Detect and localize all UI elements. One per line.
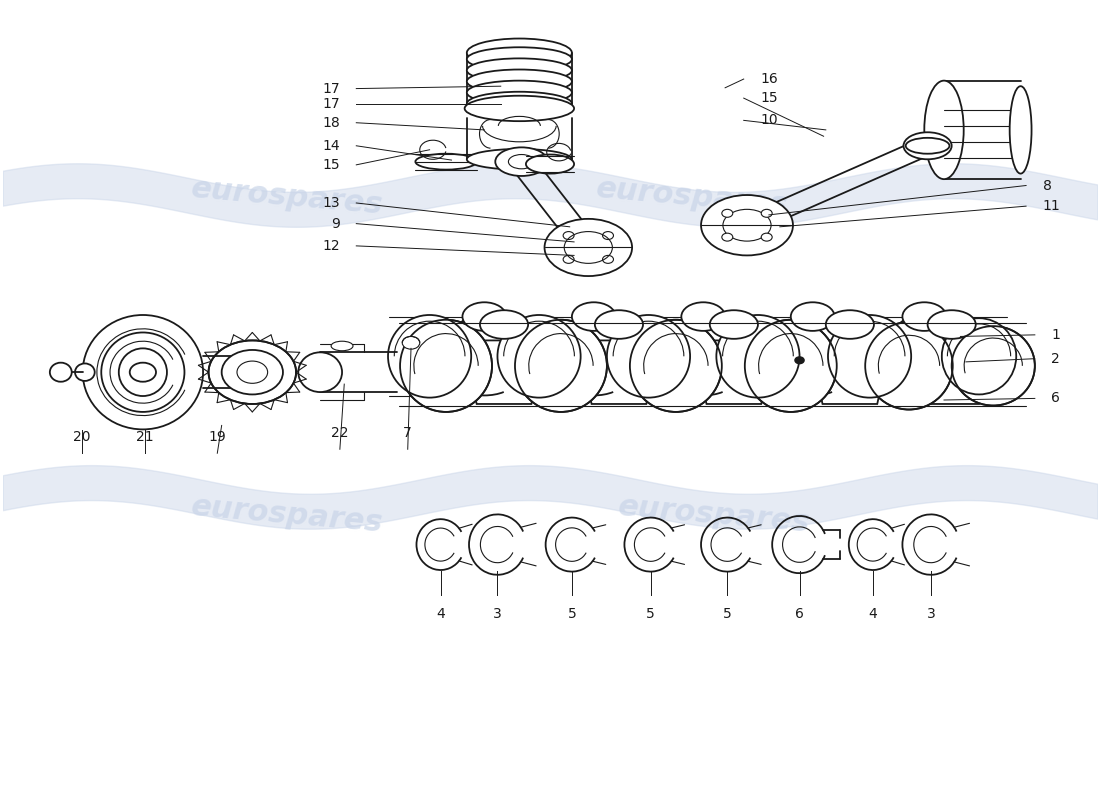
Ellipse shape: [722, 233, 733, 241]
Text: 2: 2: [1052, 352, 1060, 366]
Circle shape: [795, 357, 804, 363]
Circle shape: [130, 362, 156, 382]
Text: 3: 3: [493, 606, 502, 621]
Ellipse shape: [466, 58, 572, 82]
Ellipse shape: [75, 363, 95, 381]
Text: 4: 4: [437, 606, 444, 621]
Text: 6: 6: [795, 606, 804, 621]
Text: 17: 17: [322, 82, 340, 95]
Ellipse shape: [388, 315, 471, 398]
Ellipse shape: [50, 362, 72, 382]
Ellipse shape: [563, 255, 574, 263]
Ellipse shape: [681, 302, 725, 331]
Ellipse shape: [495, 147, 548, 176]
Text: 22: 22: [331, 426, 349, 440]
Text: 8: 8: [1043, 178, 1052, 193]
Text: 4: 4: [869, 606, 877, 621]
Ellipse shape: [466, 47, 572, 71]
Ellipse shape: [515, 320, 607, 412]
Ellipse shape: [903, 132, 952, 159]
Text: 6: 6: [1052, 391, 1060, 406]
Ellipse shape: [595, 310, 644, 339]
Ellipse shape: [466, 38, 572, 67]
Ellipse shape: [1010, 86, 1032, 174]
Text: 15: 15: [760, 91, 778, 105]
Ellipse shape: [952, 326, 1035, 406]
Ellipse shape: [607, 315, 690, 398]
Text: 13: 13: [322, 196, 340, 210]
Ellipse shape: [924, 81, 964, 179]
Ellipse shape: [466, 70, 572, 94]
Ellipse shape: [927, 310, 976, 339]
Circle shape: [209, 341, 296, 404]
Text: 21: 21: [136, 430, 154, 444]
Text: 5: 5: [647, 606, 656, 621]
Ellipse shape: [603, 255, 614, 263]
Ellipse shape: [331, 342, 353, 350]
Text: 10: 10: [760, 114, 778, 127]
Ellipse shape: [905, 138, 949, 154]
Text: 18: 18: [322, 116, 340, 130]
Ellipse shape: [722, 210, 733, 218]
Ellipse shape: [710, 310, 758, 339]
Ellipse shape: [563, 231, 574, 239]
Text: 16: 16: [760, 72, 778, 86]
Ellipse shape: [791, 302, 835, 331]
Ellipse shape: [526, 154, 574, 174]
Text: 19: 19: [208, 430, 227, 444]
Ellipse shape: [761, 210, 772, 218]
Polygon shape: [693, 341, 774, 404]
Ellipse shape: [701, 195, 793, 255]
Ellipse shape: [866, 322, 953, 410]
Ellipse shape: [544, 219, 632, 276]
Ellipse shape: [716, 315, 800, 398]
Ellipse shape: [902, 302, 946, 331]
Polygon shape: [578, 341, 660, 404]
Text: 11: 11: [1043, 199, 1060, 213]
Polygon shape: [463, 341, 546, 404]
Ellipse shape: [466, 149, 572, 170]
Ellipse shape: [101, 333, 185, 412]
Text: eurospares: eurospares: [190, 174, 385, 220]
Text: 7: 7: [404, 426, 412, 440]
Ellipse shape: [603, 231, 614, 239]
Ellipse shape: [466, 81, 572, 105]
Text: 17: 17: [322, 98, 340, 111]
Ellipse shape: [464, 96, 574, 121]
Ellipse shape: [630, 320, 722, 412]
Ellipse shape: [761, 233, 772, 241]
Ellipse shape: [942, 318, 1016, 394]
Circle shape: [222, 350, 283, 394]
Ellipse shape: [826, 310, 875, 339]
Ellipse shape: [119, 348, 167, 396]
Text: 15: 15: [322, 158, 340, 172]
Ellipse shape: [497, 315, 581, 398]
Ellipse shape: [462, 302, 506, 331]
Text: 9: 9: [331, 217, 340, 230]
Ellipse shape: [416, 154, 476, 170]
Ellipse shape: [466, 92, 572, 115]
Ellipse shape: [400, 320, 492, 412]
Text: 3: 3: [926, 606, 935, 621]
Polygon shape: [808, 341, 891, 404]
Ellipse shape: [828, 315, 911, 398]
Ellipse shape: [480, 310, 528, 339]
Ellipse shape: [745, 320, 837, 412]
Polygon shape: [911, 341, 992, 404]
Text: eurospares: eurospares: [190, 492, 385, 538]
Text: eurospares: eurospares: [595, 174, 790, 220]
Ellipse shape: [82, 315, 204, 430]
Text: 5: 5: [568, 606, 576, 621]
Text: eurospares: eurospares: [617, 492, 812, 538]
Text: 1: 1: [1052, 328, 1060, 342]
Ellipse shape: [298, 352, 342, 392]
Text: 14: 14: [322, 138, 340, 153]
Text: 20: 20: [73, 430, 90, 444]
Ellipse shape: [230, 356, 252, 388]
Circle shape: [403, 337, 420, 349]
Text: 12: 12: [322, 239, 340, 253]
Text: 5: 5: [723, 606, 732, 621]
Ellipse shape: [572, 302, 616, 331]
